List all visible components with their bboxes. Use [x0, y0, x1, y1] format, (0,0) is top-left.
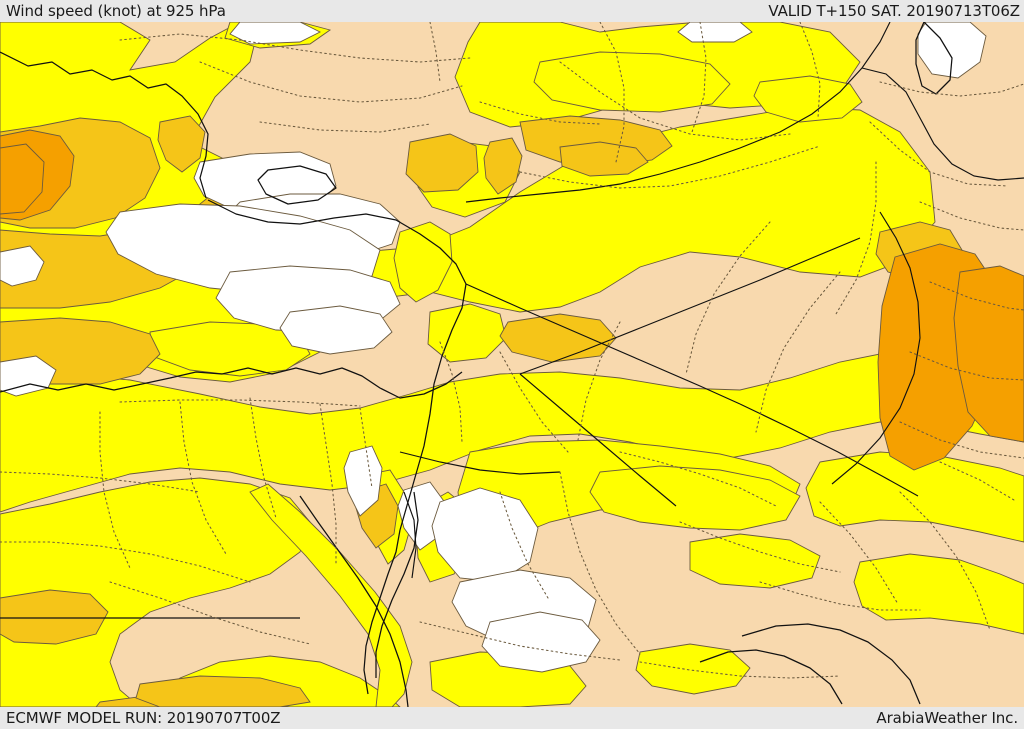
admin-boundary-layer [0, 22, 1024, 679]
contour-band-white [0, 22, 987, 673]
footer-bar: ECMWF MODEL RUN: 20190707T00Z ArabiaWeat… [0, 707, 1024, 729]
country-border-layer [0, 22, 1024, 619]
valid-time-label: VALID T+150 SAT. 20190713T06Z [768, 1, 1020, 20]
model-run-label: ECMWF MODEL RUN: 20190707T00Z [6, 708, 281, 727]
contour-band-orange [0, 129, 1024, 471]
coastline-layer [0, 22, 953, 707]
provider-credit: ArabiaWeather Inc. [876, 708, 1018, 727]
page-title: Wind speed (knot) at 925 hPa [6, 1, 226, 20]
weather-map-canvas[interactable] [0, 22, 1024, 707]
wind-speed-contour-plot [0, 22, 1024, 707]
header-bar: Wind speed (knot) at 925 hPa VALID T+150… [0, 0, 1024, 22]
